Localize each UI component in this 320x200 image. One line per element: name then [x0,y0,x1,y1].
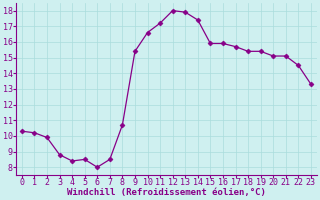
X-axis label: Windchill (Refroidissement éolien,°C): Windchill (Refroidissement éolien,°C) [67,188,266,197]
